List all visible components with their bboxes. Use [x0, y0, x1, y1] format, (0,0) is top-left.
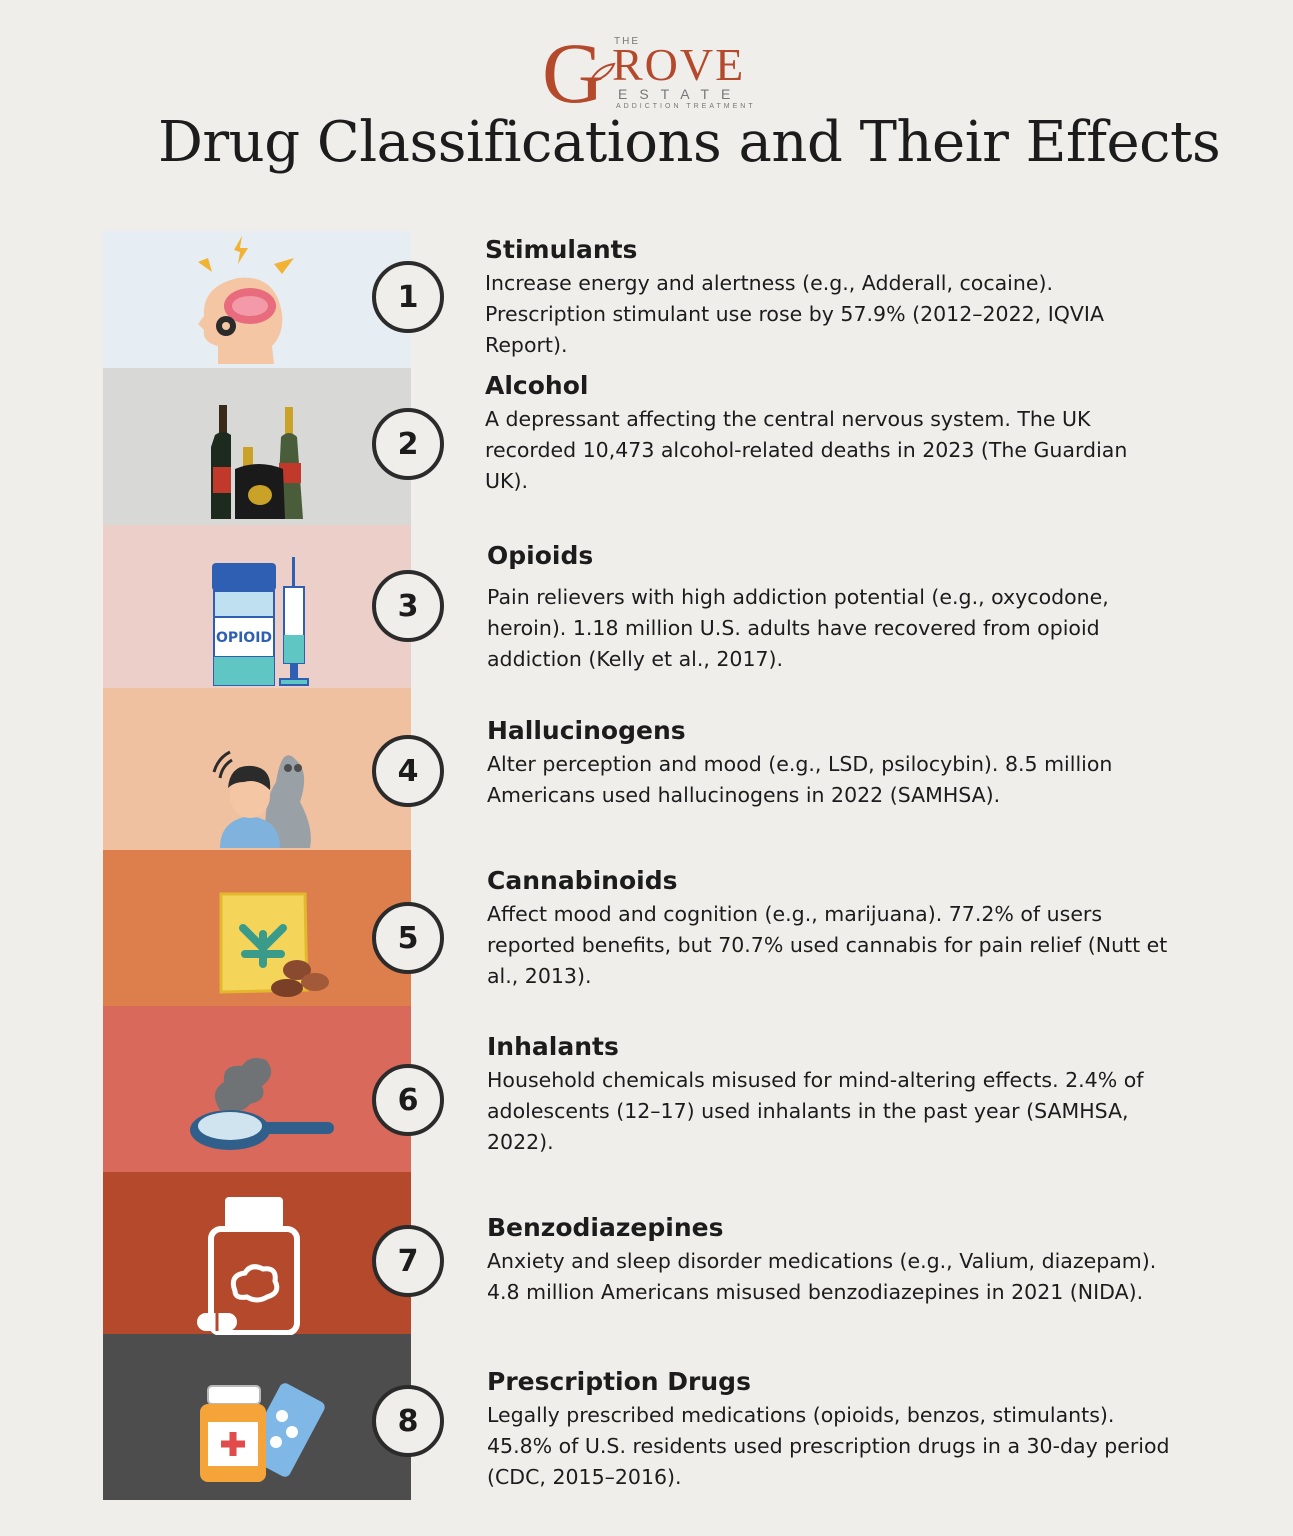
- opioid-label: OPIOID: [216, 630, 272, 646]
- medicine-bottle-icon: [197, 1197, 300, 1335]
- hallucinating-person-icon: [212, 750, 311, 848]
- number-badge-2: 2: [372, 408, 444, 480]
- logo-tagline: ADDICTION TREATMENT: [616, 103, 756, 110]
- item-stimulants: Stimulants Increase energy and alertness…: [485, 235, 1185, 361]
- item-description: Increase energy and alertness (e.g., Add…: [485, 271, 1104, 357]
- number-badge-6: 6: [372, 1064, 444, 1136]
- smoking-spoon-icon: [190, 1058, 334, 1150]
- cannabis-bag-icon: [219, 892, 329, 997]
- item-description: Legally prescribed medications (opioids,…: [487, 1403, 1170, 1489]
- item-name: Opioids: [487, 541, 594, 570]
- item-inhalants: Inhalants Household chemicals misused fo…: [487, 1032, 1187, 1158]
- item-description: Affect mood and cognition (e.g., marijua…: [487, 902, 1168, 988]
- bottles-icon: [211, 405, 303, 519]
- item-name: Cannabinoids: [487, 866, 678, 895]
- item-name: Hallucinogens: [487, 716, 686, 745]
- pill-bottle-syringe-icon: OPIOID: [212, 557, 309, 686]
- item-description: A depressant affecting the central nervo…: [485, 407, 1128, 493]
- item-benzodiazepines: Benzodiazepines Anxiety and sleep disord…: [487, 1213, 1187, 1308]
- number-badge-7: 7: [372, 1225, 444, 1297]
- grove-estate-logo: G THE ROVE ESTATE ADDICTION TREATMENT: [540, 25, 760, 121]
- item-name: Prescription Drugs: [487, 1367, 751, 1396]
- logo-g: G: [542, 25, 605, 121]
- number-badge-8: 8: [372, 1385, 444, 1457]
- brain-head-icon: [198, 236, 294, 364]
- logo-rove: ROVE: [612, 39, 746, 90]
- item-alcohol: Alcohol A depressant affecting the centr…: [485, 371, 1185, 497]
- item-description: Pain relievers with high addiction poten…: [487, 585, 1109, 671]
- item-cannabinoids: Cannabinoids Affect mood and cognition (…: [487, 866, 1187, 992]
- leaf-icon: [588, 62, 616, 84]
- number-badge-1: 1: [372, 261, 444, 333]
- number-badge-5: 5: [372, 902, 444, 974]
- item-name: Stimulants: [485, 235, 638, 264]
- item-name: Inhalants: [487, 1032, 619, 1061]
- page-title: Drug Classifications and Their Effects: [158, 110, 1221, 175]
- item-prescription-drugs: Prescription Drugs Legally prescribed me…: [487, 1367, 1187, 1493]
- item-hallucinogens: Hallucinogens Alter perception and mood …: [487, 716, 1187, 811]
- item-name: Alcohol: [485, 371, 589, 400]
- number-badge-4: 4: [372, 735, 444, 807]
- logo-estate: ESTATE: [618, 86, 743, 102]
- prescription-pills-icon: [200, 1383, 325, 1482]
- item-description: Household chemicals misused for mind-alt…: [487, 1068, 1144, 1154]
- item-description: Alter perception and mood (e.g., LSD, ps…: [487, 752, 1113, 807]
- item-opioids: Opioids Pain relievers with high addicti…: [487, 541, 1187, 675]
- item-description: Anxiety and sleep disorder medications (…: [487, 1249, 1157, 1304]
- logo-the: THE: [614, 36, 640, 47]
- number-badge-3: 3: [372, 570, 444, 642]
- item-name: Benzodiazepines: [487, 1213, 724, 1242]
